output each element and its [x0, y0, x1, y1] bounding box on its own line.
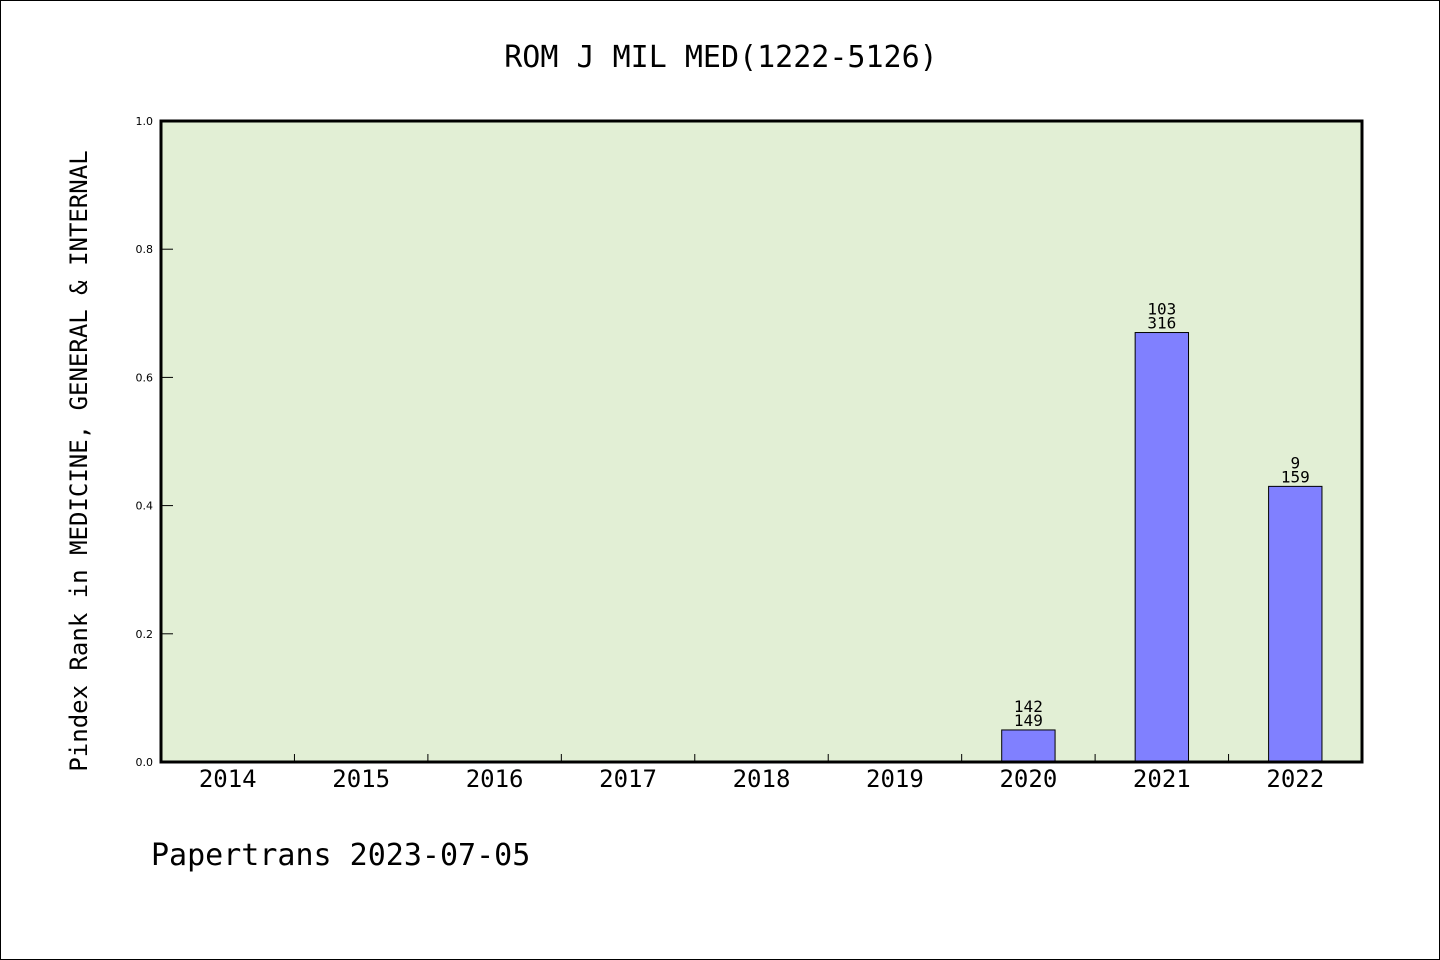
x-axis-ticks: 2014 2015 2016 2017 2018 2019 2020 2021 2022	[199, 754, 1324, 793]
bar	[1268, 485, 1323, 763]
x-tick-label: 2016	[466, 765, 524, 793]
bar-label-top: 142	[1014, 697, 1043, 716]
bar-label-top: 9	[1290, 453, 1300, 472]
x-tick-label: 2017	[599, 765, 657, 793]
bar-label-bottom: 149	[1014, 711, 1043, 730]
y-tick-label: 0.4	[136, 500, 154, 513]
y-tick-label: 0.6	[136, 371, 154, 384]
bars-group	[1001, 332, 1323, 763]
chart-title: ROM J MIL MED(1222-5126)	[504, 40, 937, 75]
bar-label-top: 103	[1147, 300, 1176, 319]
x-tick-label: 2020	[999, 765, 1057, 793]
footer-source-date: Papertrans 2023-07-05	[151, 838, 530, 873]
y-tick-label: 0.8	[136, 243, 154, 256]
x-tick-label: 2014	[199, 765, 257, 793]
bar	[1134, 332, 1190, 763]
x-tick-label: 2015	[332, 765, 390, 793]
bar	[1001, 729, 1056, 763]
y-tick-label: 0.0	[136, 756, 154, 769]
x-tick-label: 2022	[1266, 765, 1324, 793]
x-tick-label: 2018	[733, 765, 791, 793]
plot-frame	[159, 119, 1364, 764]
y-tick-label: 0.2	[136, 628, 154, 641]
x-tick-label: 2021	[1133, 765, 1191, 793]
x-tick-label: 2019	[866, 765, 924, 793]
bar-label-bottom: 316	[1147, 314, 1176, 333]
y-tick-label: 1.0	[136, 115, 154, 128]
bar-label-bottom: 159	[1281, 467, 1310, 486]
y-axis-label: Pindex Rank in MEDICINE, GENERAL & INTER…	[65, 150, 93, 771]
